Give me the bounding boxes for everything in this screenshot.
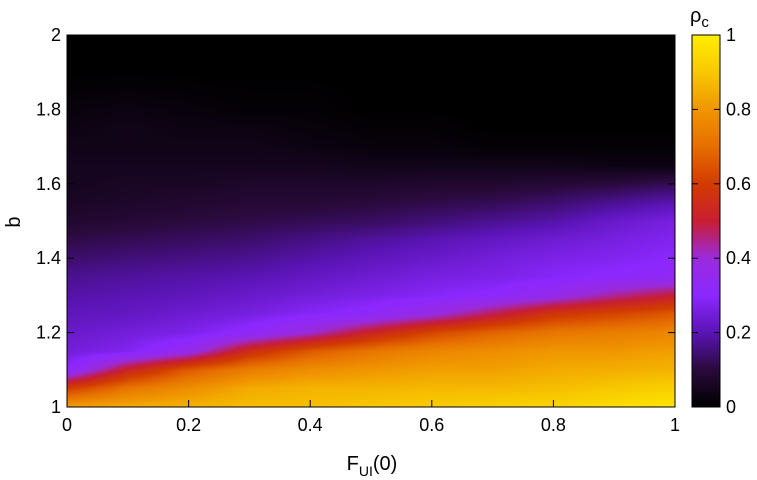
x-tick-label: 0 <box>62 415 72 435</box>
colorbar-tick-label: 1 <box>726 25 736 45</box>
heatmap-surface <box>67 35 675 407</box>
y-tick-label: 2 <box>51 25 61 45</box>
y-tick-label: 1.6 <box>36 174 61 194</box>
y-axis-ticks: 1 1.2 1.4 1.6 1.8 2 <box>36 25 675 417</box>
x-tick-label: 0.2 <box>176 415 201 435</box>
y-axis-label: b <box>3 216 25 227</box>
y-tick-label: 1.4 <box>36 248 61 268</box>
colorbar-gradient <box>692 35 720 407</box>
colorbar-tick-label: 0.4 <box>726 248 751 268</box>
colorbar-label: ρc <box>690 5 709 31</box>
x-tick-label: 1 <box>670 415 680 435</box>
y-tick-label: 1.2 <box>36 323 61 343</box>
colorbar-tick-label: 0 <box>726 397 736 417</box>
y-tick-label: 1.8 <box>36 99 61 119</box>
x-axis-ticks: 0 0.2 0.4 0.6 0.8 1 <box>62 35 680 435</box>
colorbar-tick-label: 0.2 <box>726 323 751 343</box>
plot-area: 0 0.2 0.4 0.6 0.8 1 1 1.2 1.4 1.6 1.8 2 <box>36 25 680 435</box>
plot-frame <box>66 34 676 408</box>
x-tick-label: 0.6 <box>419 415 444 435</box>
colorbar-tick-label: 0.8 <box>726 99 751 119</box>
colorbar: 0 0.2 0.4 0.6 0.8 1 ρc <box>690 5 751 417</box>
x-tick-label: 0.8 <box>541 415 566 435</box>
colorbar-ticks: 0 0.2 0.4 0.6 0.8 1 <box>692 25 751 417</box>
x-tick-label: 0.4 <box>298 415 323 435</box>
x-axis-label: FUI(0) <box>347 453 398 479</box>
colorbar-tick-label: 0.6 <box>726 174 751 194</box>
colorbar-frame <box>691 34 721 408</box>
y-tick-label: 1 <box>51 397 61 417</box>
